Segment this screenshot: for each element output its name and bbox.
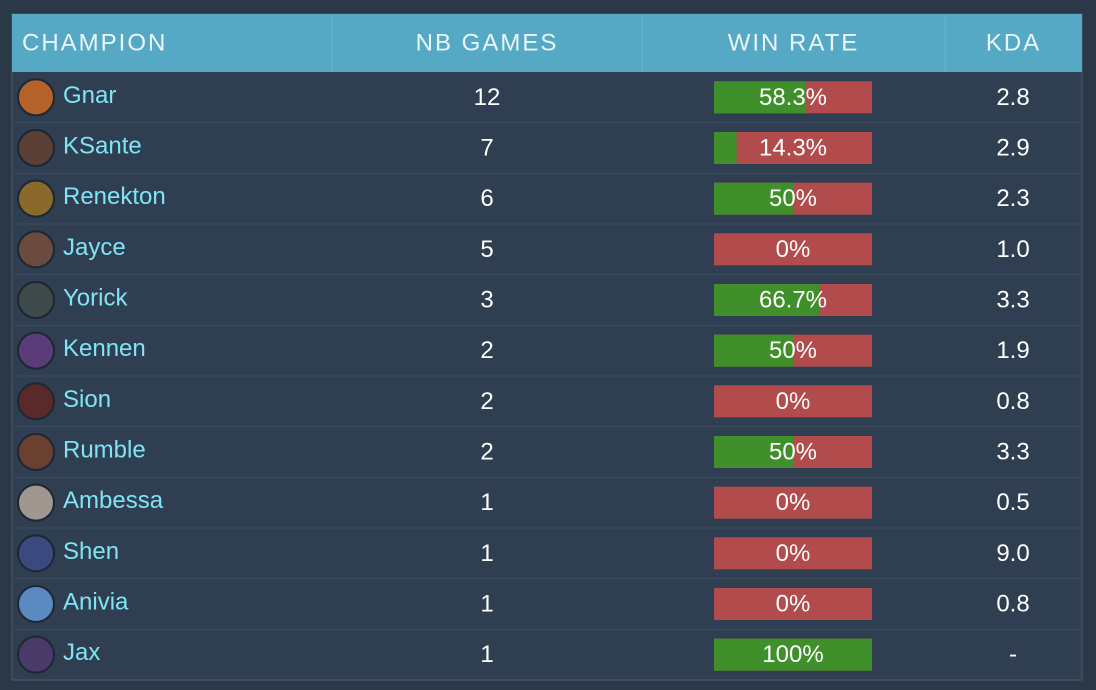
- win-rate-label: 0%: [776, 236, 811, 263]
- champion-icon: [17, 129, 55, 167]
- games-cell: 3: [480, 287, 493, 314]
- win-rate-track: [714, 385, 872, 418]
- win-rate-label: 0%: [776, 489, 811, 516]
- win-rate-label: 100%: [762, 641, 823, 668]
- champion-icon: [17, 230, 55, 269]
- win-rate-label: 66.7%: [759, 287, 827, 314]
- win-rate-bar: [714, 284, 820, 316]
- kda-cell: 0.5: [996, 489, 1029, 516]
- champion-icon: [17, 433, 55, 471]
- win-rate-label: 50%: [769, 337, 817, 364]
- win-rate-track: [714, 233, 872, 266]
- kda-cell: 3.3: [996, 439, 1029, 466]
- win-rate-label: 0%: [776, 540, 811, 567]
- kda-cell: 1.9: [996, 337, 1029, 364]
- games-cell: 1: [480, 591, 493, 618]
- kda-cell: 0.8: [996, 591, 1029, 618]
- table-body: [11, 13, 1083, 681]
- win-rate-track: [714, 588, 872, 620]
- champion-icon: [17, 635, 55, 674]
- games-cell: 1: [480, 489, 493, 516]
- champion-name: Kennen: [63, 335, 146, 362]
- champion-icon: [17, 78, 55, 117]
- champion-name: Renekton: [63, 183, 166, 210]
- column-header: NB GAMES: [416, 30, 559, 57]
- games-cell: 7: [480, 135, 493, 162]
- column-header: CHAMPION: [22, 30, 167, 57]
- champion-name: KSante: [63, 133, 142, 160]
- champion-name: Shen: [63, 538, 119, 565]
- win-rate-bar: [714, 132, 737, 164]
- win-rate-label: 0%: [776, 388, 811, 415]
- champion-name: Anivia: [63, 589, 129, 616]
- games-cell: 2: [480, 439, 493, 466]
- games-cell: 1: [480, 540, 493, 567]
- kda-cell: 9.0: [996, 540, 1029, 567]
- champion-name: Jax: [63, 639, 100, 666]
- champion-name: Jayce: [63, 234, 126, 261]
- kda-cell: 2.8: [996, 84, 1029, 111]
- table-header: [12, 14, 1082, 72]
- champion-icon: [17, 331, 55, 370]
- games-cell: 12: [474, 84, 501, 111]
- champion-name: Rumble: [63, 437, 146, 464]
- champion-icon: [17, 585, 55, 623]
- champion-name: Sion: [63, 386, 111, 413]
- win-rate-label: 50%: [769, 185, 817, 212]
- games-cell: 1: [480, 641, 493, 668]
- champion-name: Gnar: [63, 82, 116, 109]
- win-rate-bar: [714, 334, 793, 367]
- win-rate-track: [714, 537, 872, 570]
- win-rate-label: 58.3%: [759, 84, 827, 111]
- win-rate-label: 14.3%: [759, 135, 827, 162]
- games-cell: 6: [480, 185, 493, 212]
- kda-cell: 0.8: [996, 388, 1029, 415]
- column-header: WIN RATE: [728, 30, 860, 57]
- win-rate-label: 50%: [769, 439, 817, 466]
- win-rate-bar: [714, 436, 793, 468]
- kda-cell: 2.3: [996, 185, 1029, 212]
- win-rate-bar: [714, 182, 793, 215]
- column-header: KDA: [986, 30, 1041, 57]
- win-rate-track: [714, 132, 872, 164]
- kda-cell: 1.0: [996, 236, 1029, 263]
- champion-name: Ambessa: [63, 487, 164, 514]
- champion-icon: [17, 281, 55, 319]
- games-cell: 5: [480, 236, 493, 263]
- games-cell: 2: [480, 337, 493, 364]
- win-rate-bar: [714, 638, 872, 671]
- win-rate-label: 0%: [776, 591, 811, 618]
- champion-icon: [17, 382, 55, 421]
- kda-cell: 2.9: [996, 135, 1029, 162]
- kda-cell: -: [1009, 641, 1017, 668]
- games-cell: 2: [480, 388, 493, 415]
- champion-icon: [17, 483, 55, 522]
- win-rate-bar: [714, 81, 807, 114]
- champion-icon: [17, 534, 55, 573]
- win-rate-track: [714, 486, 872, 519]
- champion-name: Yorick: [63, 285, 128, 312]
- kda-cell: 3.3: [996, 287, 1029, 314]
- champion-icon: [17, 179, 55, 218]
